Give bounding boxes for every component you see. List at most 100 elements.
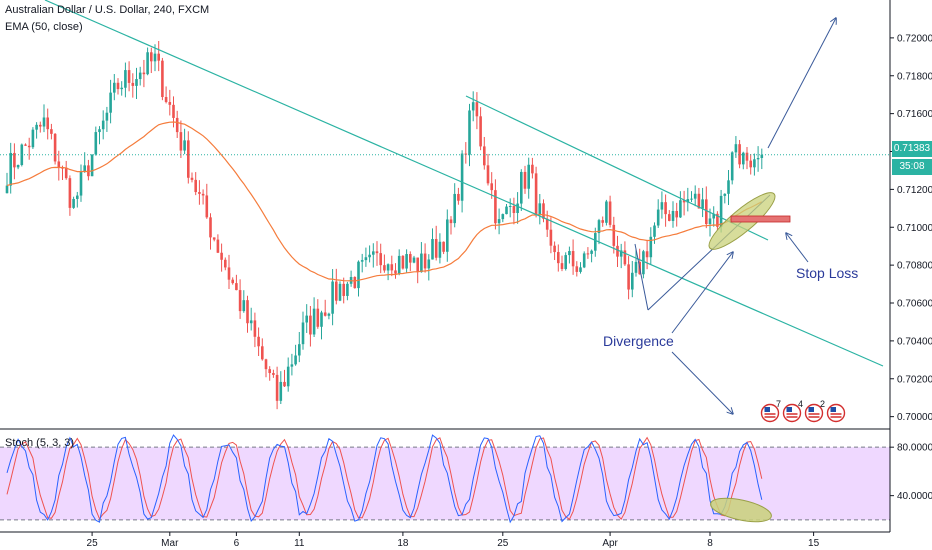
- ema-legend: EMA (50, close): [5, 21, 83, 33]
- stop-loss-box: [730, 215, 791, 223]
- candle-body: [479, 116, 482, 147]
- candle-body: [305, 315, 308, 323]
- candle-body: [446, 219, 449, 252]
- candle-body: [27, 145, 31, 148]
- candle-body: [183, 140, 186, 151]
- candle-body: [538, 203, 542, 215]
- event-flag-canton: [830, 407, 836, 412]
- candle-body: [68, 178, 72, 208]
- candle-body: [401, 255, 405, 269]
- candle-body: [416, 257, 419, 273]
- candle-body: [568, 251, 571, 256]
- candle-body: [397, 255, 401, 274]
- candle-body: [205, 195, 209, 218]
- candle-body: [649, 236, 653, 258]
- candle-body: [179, 132, 183, 151]
- candle-body: [668, 214, 671, 221]
- candle-body: [331, 281, 334, 314]
- candle-body: [560, 263, 564, 269]
- candle-body: [549, 229, 553, 246]
- candle-body: [753, 159, 756, 168]
- candle-body: [375, 251, 379, 254]
- candle-body: [712, 213, 715, 219]
- candle-body: [545, 218, 549, 230]
- candle-body: [457, 193, 460, 201]
- stoch-y-tick-label: 80.0000: [897, 443, 932, 454]
- candle-body: [379, 253, 382, 266]
- candle-body: [742, 152, 745, 165]
- candle-body: [31, 129, 35, 148]
- candle-body: [719, 195, 723, 227]
- candle-body: [290, 364, 294, 367]
- candle-body: [335, 281, 338, 301]
- candle-body: [475, 102, 479, 117]
- candle-body: [61, 167, 64, 169]
- candle-body: [723, 193, 727, 196]
- candle-body: [294, 355, 297, 365]
- candle-body: [212, 237, 216, 240]
- stop-loss-arrow: [786, 233, 809, 263]
- candle-body: [420, 253, 423, 273]
- candle-body: [227, 267, 231, 280]
- candle-body: [690, 198, 693, 200]
- candle-body: [150, 52, 153, 62]
- candle-body: [279, 381, 283, 401]
- candle-body: [124, 70, 127, 88]
- event-flag-canton: [786, 407, 792, 412]
- candle-body: [527, 164, 530, 189]
- candle-body: [575, 266, 579, 272]
- x-tick-label: 11: [294, 538, 305, 549]
- candle-body: [5, 185, 9, 194]
- candle-body: [164, 97, 168, 103]
- chart-title: Australian Dollar / U.S. Dollar, 240, FX…: [5, 4, 210, 16]
- candle-body: [409, 254, 412, 263]
- candle-body: [434, 238, 438, 258]
- candle-body: [664, 202, 667, 215]
- candle-body: [512, 206, 516, 214]
- candle-body: [64, 167, 68, 179]
- candle-body: [412, 257, 416, 263]
- candle-body: [101, 120, 105, 130]
- candle-body: [320, 312, 323, 327]
- candle-body: [431, 238, 434, 260]
- candle-body: [360, 260, 364, 262]
- candle-body: [464, 153, 468, 155]
- candle-body: [298, 344, 301, 356]
- event-badge-count: 4: [798, 399, 803, 409]
- candle-body: [353, 276, 357, 289]
- candle-body: [94, 132, 98, 155]
- candle-body: [283, 381, 286, 387]
- candle-body: [175, 117, 179, 133]
- candle-body: [105, 112, 109, 121]
- long-trendline: [44, 0, 884, 367]
- candle-body: [708, 218, 712, 225]
- stop-loss-annotation: Stop Loss: [796, 265, 859, 281]
- stoch-y-tick-label: 40.0000: [897, 491, 932, 502]
- candle-body: [113, 82, 116, 93]
- candle-body: [590, 250, 593, 254]
- event-flag-stripes: [808, 413, 820, 418]
- candle-body: [109, 92, 112, 113]
- candle-body: [705, 199, 708, 225]
- candle-body: [716, 213, 719, 227]
- candle-body: [594, 233, 597, 251]
- candle-body: [686, 199, 690, 203]
- candle-body: [471, 102, 475, 111]
- candle-body: [87, 165, 90, 177]
- candle-body: [660, 202, 664, 210]
- candle-body: [116, 82, 120, 90]
- candle-body: [734, 144, 738, 153]
- candle-body: [327, 313, 331, 316]
- candle-body: [153, 53, 157, 62]
- candle-body: [286, 366, 290, 387]
- candle-body: [453, 193, 456, 224]
- candle-body: [738, 144, 741, 165]
- y-tick-label: 0.71200: [897, 185, 932, 196]
- candle-body: [634, 261, 638, 273]
- candle-body: [653, 225, 656, 237]
- candle-body: [209, 217, 212, 238]
- candle-body: [309, 315, 312, 335]
- candle-body: [423, 253, 427, 269]
- event-flag-canton: [764, 407, 770, 412]
- candle-body: [201, 193, 205, 196]
